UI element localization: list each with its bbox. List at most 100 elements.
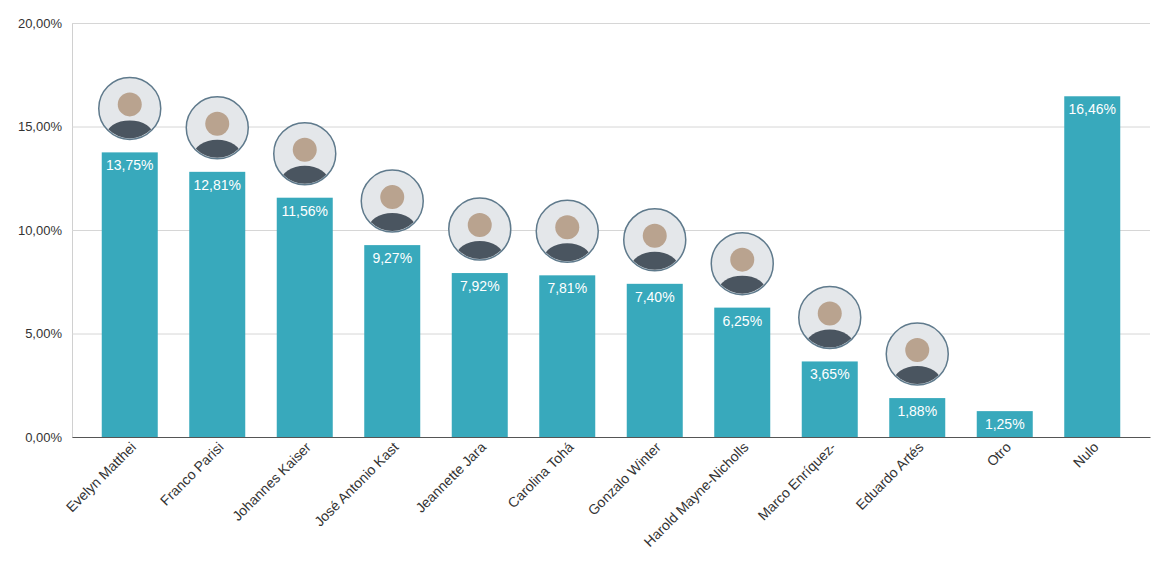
data-label: 7,81% (547, 280, 587, 296)
avatar-head (818, 301, 842, 325)
data-label: 1,25% (985, 416, 1025, 432)
x-tick-label: Johannes Kaiser (229, 439, 314, 524)
avatar-figure (456, 213, 504, 273)
avatar (624, 209, 686, 284)
x-tick: Eduardo Artés (852, 437, 926, 513)
bar (977, 411, 1033, 437)
avatar-figure (193, 112, 241, 172)
x-tick-label: Eduardo Artés (852, 439, 926, 513)
avatar-head (730, 248, 754, 272)
x-tick: Jeannette Jara (412, 437, 489, 516)
grid-line (72, 23, 1150, 24)
y-tick-label: 10,00% (18, 223, 63, 238)
avatar (799, 286, 861, 361)
avatar-figure (368, 185, 416, 245)
bar (189, 172, 245, 437)
data-label: 16,46% (1069, 101, 1116, 117)
avatar (711, 233, 773, 308)
avatar (886, 323, 948, 398)
avatar-head (555, 215, 579, 239)
x-tick-label: Marco Enríquez- (755, 439, 840, 524)
x-tick: Evelyn Matthei (63, 437, 139, 515)
data-label: 12,81% (194, 177, 241, 193)
y-tick: 20,00% (18, 16, 1150, 31)
y-tick-label: 15,00% (18, 119, 63, 134)
x-tick-label: Harold Mayne-Nicholls (641, 439, 752, 550)
avatar-figure (281, 138, 329, 198)
avatar-ring (886, 323, 948, 385)
bar (452, 273, 508, 437)
avatar-head (205, 112, 229, 136)
bar (364, 245, 420, 437)
y-tick-label: 0,00% (25, 430, 62, 445)
data-label: 3,65% (810, 366, 850, 382)
avatar (536, 200, 598, 275)
data-label: 1,88% (897, 403, 937, 419)
data-labels: 13,75%12,81%11,56%9,27%7,92%7,81%7,40%6,… (106, 101, 1116, 432)
avatar-body (106, 120, 154, 152)
avatar-head (118, 92, 142, 116)
avatar-head (293, 138, 317, 162)
avatar-figure (893, 338, 941, 398)
avatar-figure (106, 92, 154, 152)
avatar-ring (711, 233, 773, 295)
y-tick-label: 20,00% (18, 16, 63, 31)
x-tick: Otro (983, 437, 1014, 469)
avatar-ring (624, 209, 686, 271)
avatar-head (905, 338, 929, 362)
y-tick-label: 5,00% (25, 326, 62, 341)
avatar (361, 170, 423, 245)
avatar-body (893, 366, 941, 398)
x-tick: Carolina Tohá (504, 437, 576, 511)
chart: 0,00% 5,00% 10,00% 15,00% 20,00% Evelyn Matth… (0, 0, 1167, 586)
avatars (99, 77, 949, 398)
bar (889, 398, 945, 437)
x-tick-label: Evelyn Matthei (63, 439, 139, 515)
x-tick-label: Carolina Tohá (504, 439, 576, 511)
x-tick-label: José Antonio Kast (311, 439, 402, 530)
avatar (274, 123, 336, 198)
x-tick-label: Jeannette Jara (412, 439, 489, 516)
x-tick: José Antonio Kast (311, 437, 402, 529)
data-label: 6,25% (722, 313, 762, 329)
grid-line (72, 437, 1150, 438)
avatar-body (543, 243, 591, 275)
data-label: 9,27% (372, 250, 412, 266)
x-tick: Gonzalo Winter (584, 437, 664, 518)
y-axis: 0,00% 5,00% 10,00% 15,00% 20,00% (18, 16, 1150, 445)
avatar-figure (718, 248, 766, 308)
bar (539, 275, 595, 437)
bar (714, 308, 770, 437)
avatar-ring (186, 97, 248, 159)
avatar-ring (449, 198, 511, 260)
avatar-figure (631, 224, 679, 284)
avatar-body (193, 140, 241, 172)
avatar-head (643, 224, 667, 248)
avatar-ring (799, 286, 861, 348)
bar (802, 361, 858, 437)
data-label: 7,40% (635, 289, 675, 305)
avatar (186, 97, 248, 172)
x-tick-label: Nulo (1070, 439, 1102, 471)
avatar-ring (99, 77, 161, 139)
avatar-head (468, 213, 492, 237)
avatar-body (368, 213, 416, 245)
avatar (99, 77, 161, 152)
avatar-body (718, 276, 766, 308)
avatar-body (281, 166, 329, 198)
avatar-ring (274, 123, 336, 185)
x-axis-line (73, 437, 1151, 438)
avatar-body (806, 329, 854, 361)
bar (277, 198, 333, 437)
avatar-head (380, 185, 404, 209)
avatar-figure (543, 215, 591, 275)
avatar (449, 198, 511, 273)
avatar-figure (806, 301, 854, 361)
y-axis-line (73, 24, 1151, 438)
x-tick: Nulo (1070, 437, 1102, 471)
x-tick: Harold Mayne-Nicholls (641, 437, 752, 550)
x-tick: Johannes Kaiser (229, 437, 314, 524)
bar (102, 152, 158, 437)
bar (627, 284, 683, 437)
avatar-ring (361, 170, 423, 232)
